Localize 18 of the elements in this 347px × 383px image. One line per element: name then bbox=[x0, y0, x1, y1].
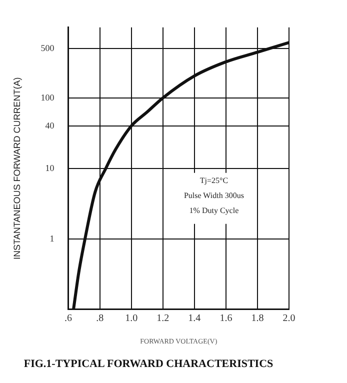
text: FIG.1-TYPICAL FORWARD CHARACTERISTICS bbox=[24, 358, 274, 370]
x-tick-label: .8 bbox=[96, 313, 104, 324]
annotation: Pulse Width 300us bbox=[184, 190, 244, 200]
x-tick-label: 1.0 bbox=[125, 313, 138, 324]
x-tick-label: 1.8 bbox=[251, 313, 264, 324]
y-tick-label: 40 bbox=[45, 120, 55, 130]
y-tick-label: 500 bbox=[40, 42, 55, 53]
y-tick-label: 10 bbox=[45, 162, 55, 173]
y-axis-title: INSTANTANEOUS FORWARD CURRENT(A) bbox=[12, 77, 22, 260]
x-tick-label: 1.2 bbox=[156, 313, 170, 324]
annotation: Tj=25°C bbox=[200, 176, 228, 185]
x-tick-label: 2.0 bbox=[282, 313, 296, 324]
annotation: 1% Duty Cycle bbox=[189, 206, 240, 215]
x-tick-label: 1.6 bbox=[220, 313, 232, 324]
y-tick-label: 1 bbox=[50, 233, 54, 244]
x-tick-label: 1.4 bbox=[188, 313, 201, 324]
y-tick-label: 100 bbox=[40, 92, 55, 102]
x-tick-label: .6 bbox=[64, 313, 72, 324]
